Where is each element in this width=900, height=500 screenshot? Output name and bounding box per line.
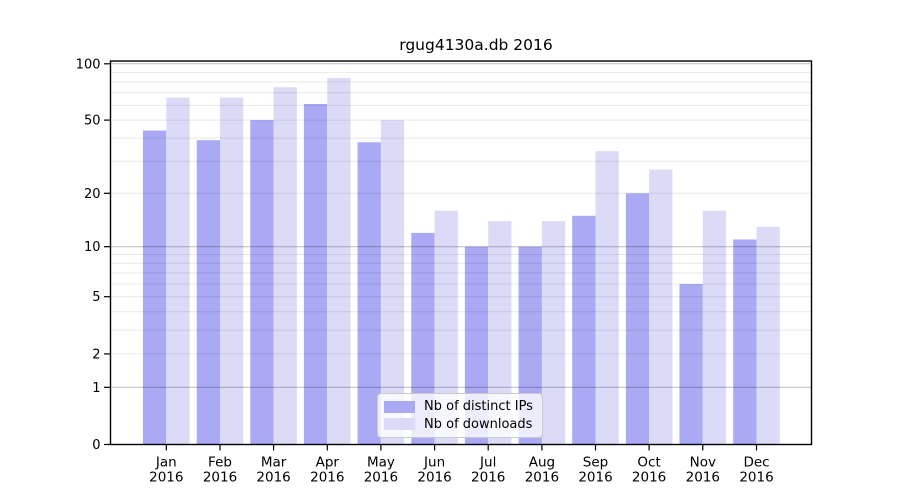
- x-tick-label-year: 2016: [632, 470, 666, 486]
- x-tick-label-year: 2016: [203, 470, 237, 486]
- x-tick-label-year: 2016: [310, 470, 344, 486]
- x-tick-label-year: 2016: [417, 470, 451, 486]
- bar-distinct-ips-oct: [625, 193, 650, 445]
- bar-downloads-jul: [488, 221, 512, 445]
- bar-distinct-ips-apr: [303, 104, 328, 445]
- chart-title: rgug4130a.db 2016: [399, 36, 553, 54]
- x-tick-label-year: 2016: [739, 470, 773, 486]
- bar-downloads-jan: [166, 97, 190, 445]
- bar-distinct-ips-mar: [250, 120, 274, 445]
- x-tick-label-month: Mar: [261, 455, 287, 471]
- x-tick-label-month: Feb: [208, 455, 232, 471]
- legend-swatch-distinct-ips: [384, 400, 415, 413]
- x-tick-label-month: Jan: [155, 455, 177, 471]
- plot-border: [109, 60, 813, 446]
- y-tick-label: 2: [92, 347, 100, 362]
- x-tick-label-year: 2016: [149, 470, 183, 486]
- x-tick-label-month: Apr: [316, 455, 340, 471]
- y-tick-label: 50: [84, 114, 101, 129]
- x-tick-label-month: Jul: [479, 455, 496, 471]
- bar-distinct-ips-may: [357, 142, 381, 445]
- legend-item-distinct-ips: Nb of distinct IPs: [384, 399, 534, 414]
- x-tick-label-year: 2016: [578, 470, 612, 486]
- x-tick-label-year: 2016: [256, 470, 290, 486]
- bar-distinct-ips-feb: [196, 140, 220, 445]
- bar-downloads-sep: [595, 151, 619, 445]
- bar-distinct-ips-sep: [572, 215, 596, 445]
- bar-downloads-dec: [756, 226, 780, 445]
- x-tick-label-year: 2016: [686, 470, 720, 486]
- y-tick-label: 1: [92, 381, 100, 396]
- y-tick-label: 20: [84, 187, 101, 202]
- y-tick-label: 10: [84, 240, 101, 255]
- legend-label-downloads: Nb of downloads: [424, 416, 533, 432]
- x-tick-label-month: Sep: [583, 455, 608, 471]
- x-tick-label-month: May: [367, 455, 395, 471]
- y-tick-label: 100: [76, 57, 101, 72]
- legend-box: Nb of distinct IPs Nb of downloads: [377, 393, 543, 438]
- bar-downloads-aug: [541, 221, 566, 445]
- y-tick-label: 0: [92, 438, 100, 453]
- bar-downloads-jun: [434, 210, 458, 445]
- x-tick-label-month: Aug: [529, 455, 555, 471]
- bar-distinct-ips-nov: [679, 284, 703, 445]
- x-tick-label-year: 2016: [525, 470, 559, 486]
- bar-downloads-feb: [220, 97, 244, 445]
- x-tick-label-month: Jun: [423, 455, 445, 471]
- bar-downloads-may: [380, 120, 405, 445]
- legend-label-distinct-ips: Nb of distinct IPs: [424, 399, 533, 415]
- bar-downloads-apr: [327, 78, 351, 445]
- bar-distinct-ips-jun: [411, 232, 435, 445]
- x-tick-label-month: Nov: [690, 455, 716, 471]
- bar-downloads-nov: [702, 210, 727, 445]
- x-tick-label-month: Oct: [637, 455, 660, 471]
- bar-downloads-mar: [273, 87, 297, 445]
- bar-distinct-ips-dec: [733, 239, 757, 445]
- y-tick-label: 5: [92, 290, 100, 305]
- bar-distinct-ips-jan: [143, 130, 167, 445]
- x-tick-label-year: 2016: [364, 470, 398, 486]
- x-tick-label-year: 2016: [471, 470, 505, 486]
- bar-downloads-oct: [649, 169, 673, 445]
- x-tick-label-month: Dec: [743, 455, 769, 471]
- legend-swatch-downloads: [384, 418, 415, 431]
- legend-item-downloads: Nb of downloads: [384, 417, 534, 432]
